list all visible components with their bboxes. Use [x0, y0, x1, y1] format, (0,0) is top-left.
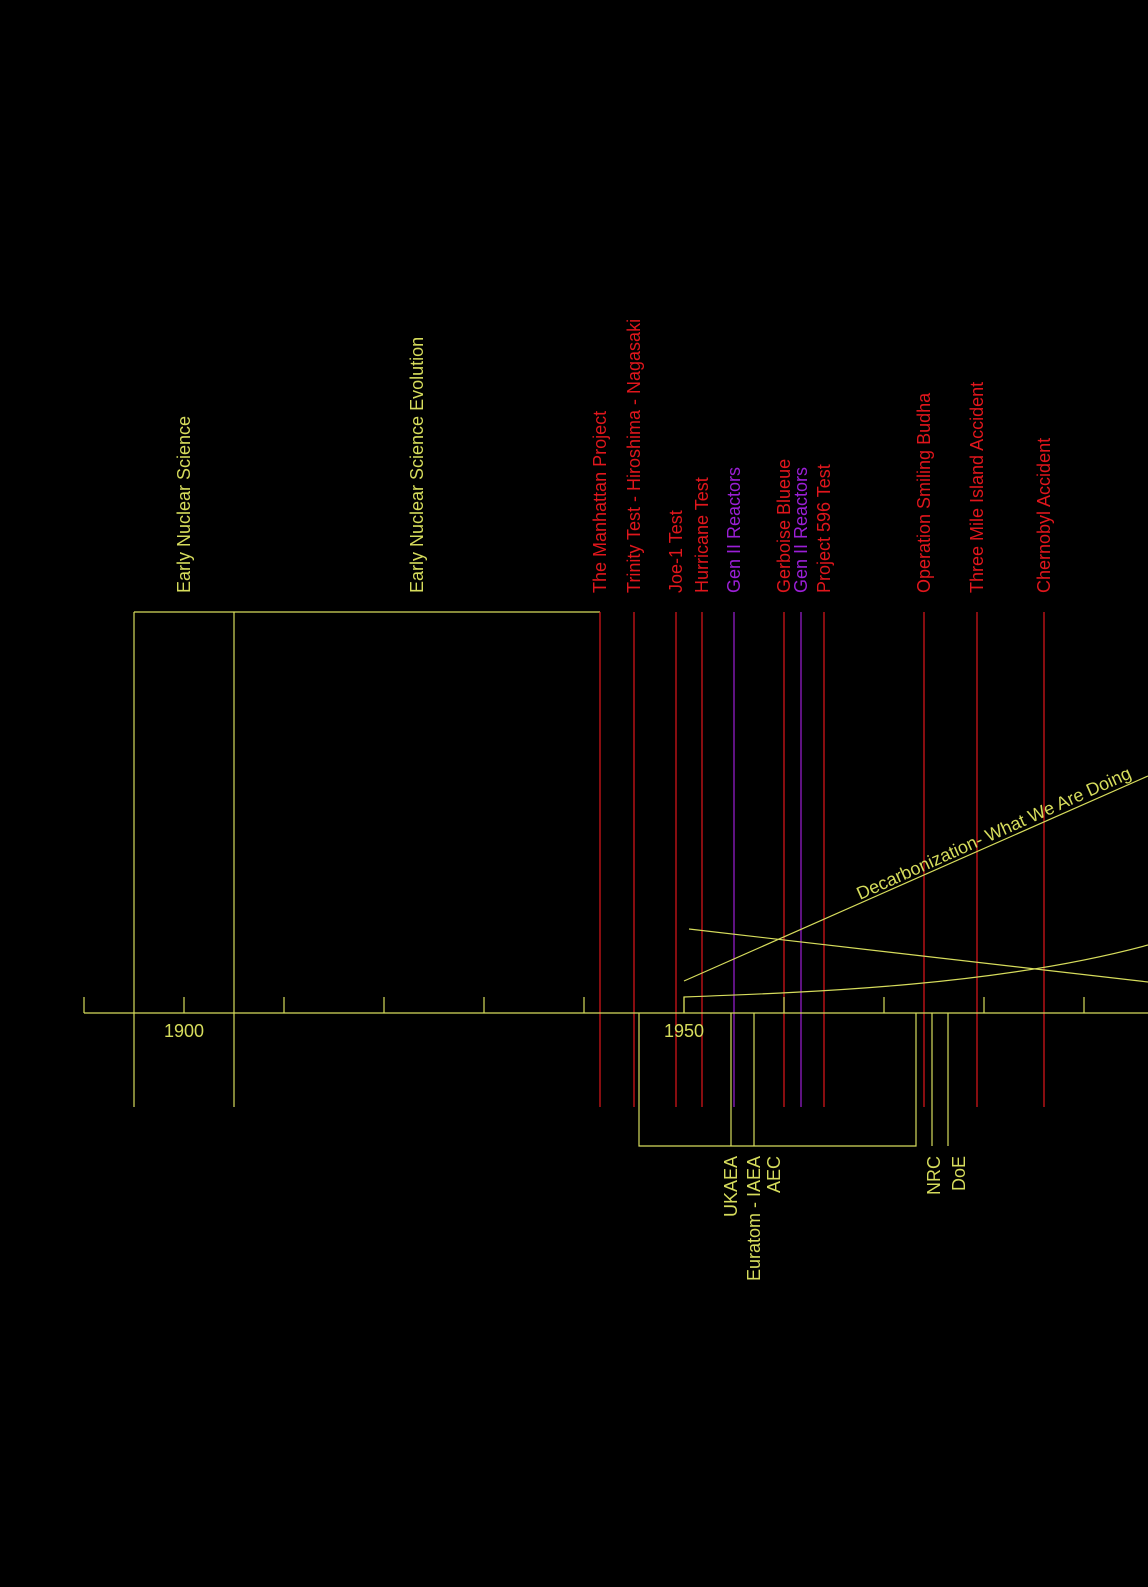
event-label-gerboise-blueue-5: Gerboise Blueue [774, 459, 794, 593]
event-label-operation-smiling-budha-8: Operation Smiling Budha [914, 392, 934, 593]
agency-bracket-outline [638, 1013, 917, 1147]
agency-label-aec: AEC [764, 1156, 784, 1193]
period-label-early-nuclear-science: Early Nuclear Science [174, 416, 194, 593]
year-label-1950: 1950 [664, 1021, 704, 1041]
event-label-chernobyl-accident-10: Chernobyl Accident [1034, 438, 1054, 593]
agency-brackets: UKAEA Euratom - IAEA AEC NRC DoE [638, 1013, 969, 1281]
upper-periods: Early Nuclear Science Early Nuclear Scien… [133, 337, 600, 1107]
event-label-three-mile-island-accident-9: Three Mile Island Accident [967, 382, 987, 593]
agency-label-nrc: NRC [924, 1156, 944, 1195]
event-label-trinity-test-hiroshima-nagasaki-1: Trinity Test - Hiroshima - Nagasaki [624, 319, 644, 593]
event-label-gen-ii-reactors-6: Gen II Reactors [791, 467, 811, 593]
year-label-1900: 1900 [164, 1021, 204, 1041]
event-label-joe-1-test-2: Joe-1 Test [666, 510, 686, 593]
event-label-project-596-test-7: Project 596 Test [814, 464, 834, 593]
trend-line-decreasing [688, 928, 1148, 983]
event-label-the-manhattan-project-0: The Manhattan Project [590, 411, 610, 593]
trend-curve-increasing [683, 944, 1148, 1013]
agency-label-euratom-iaea: Euratom - IAEA [744, 1156, 764, 1281]
decarbonization-arrow-line [683, 775, 1148, 982]
event-lines: The Manhattan Project Trinity Test - Hiro… [590, 319, 1054, 1107]
agency-label-doe: DoE [949, 1156, 969, 1191]
period-label-early-nuclear-science-evolution: Early Nuclear Science Evolution [407, 337, 427, 593]
event-label-gen-ii-reactors-4: Gen II Reactors [724, 467, 744, 593]
agency-label-ukaea: UKAEA [721, 1156, 741, 1217]
event-label-hurricane-test-3: Hurricane Test [692, 477, 712, 593]
